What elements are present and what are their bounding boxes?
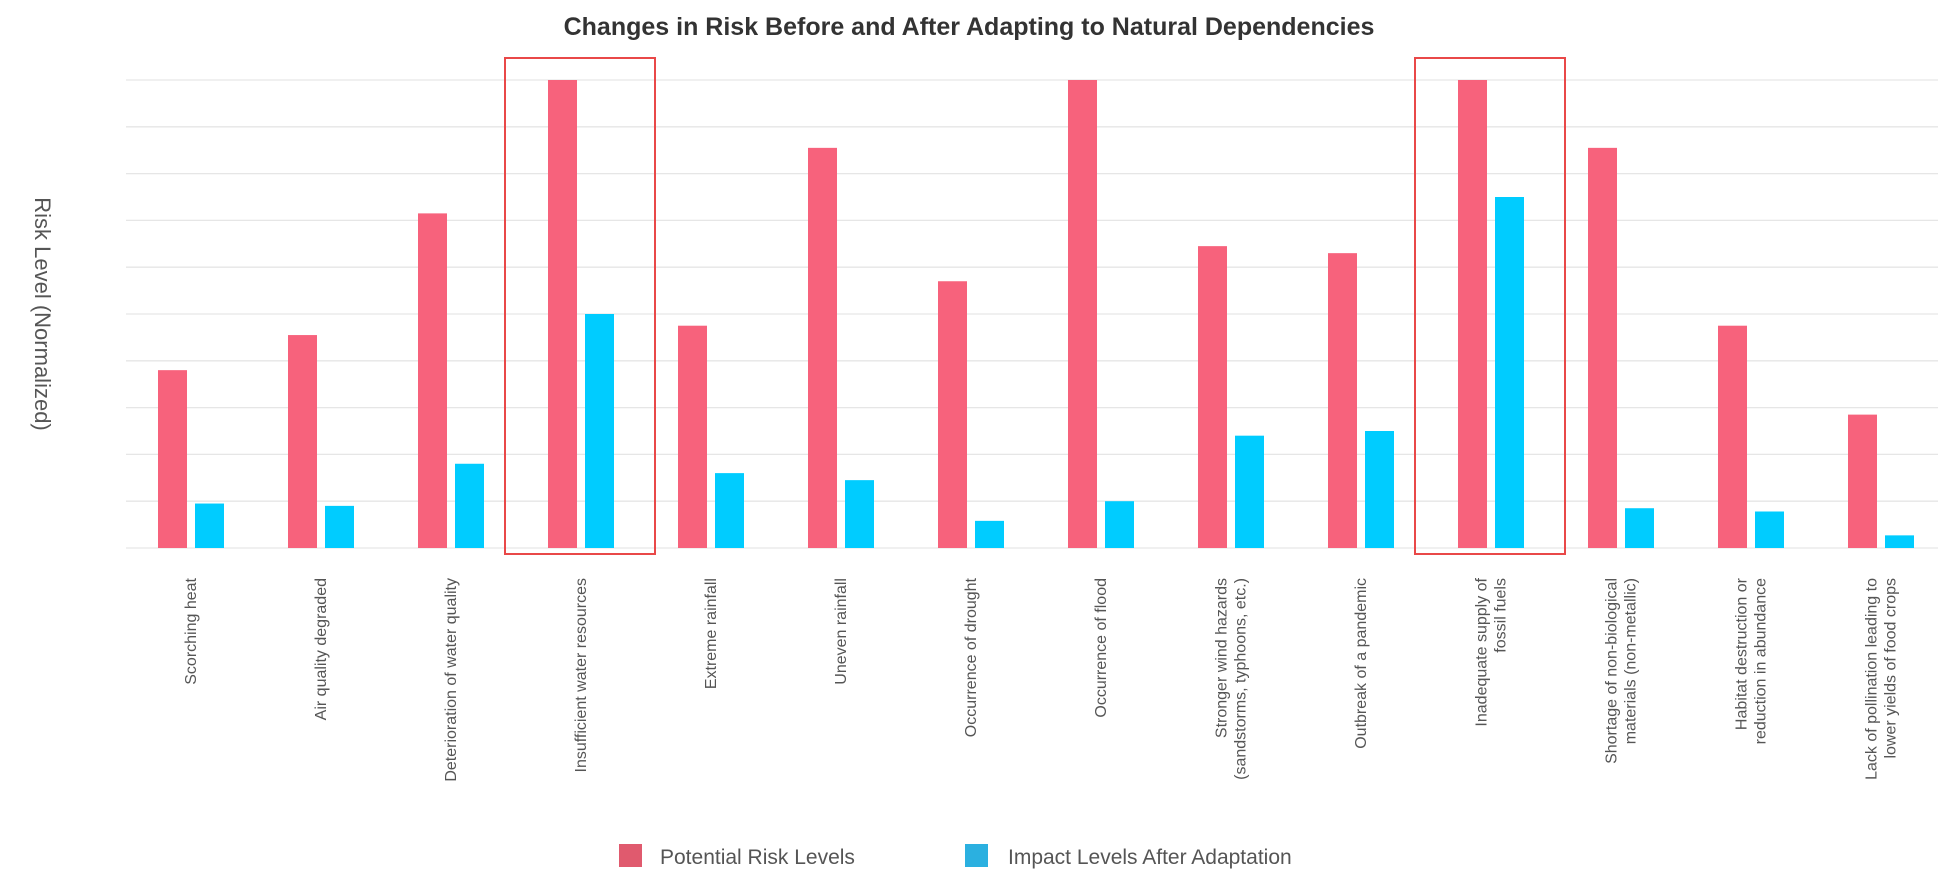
- x-tick-label: Outbreak of a pandemic: [1353, 578, 1370, 749]
- legend-label: Impact Levels After Adaptation: [1008, 846, 1292, 869]
- bar-potential-risk: [808, 147, 837, 549]
- bar-impact-after-adaptation: [715, 473, 744, 548]
- bar-impact-after-adaptation: [1495, 197, 1524, 548]
- legend-swatch: [619, 844, 642, 867]
- x-axis-tick-labels: Scorching heat Air quality degraded Deteri…: [183, 577, 1900, 781]
- bar-potential-risk: [1458, 80, 1487, 548]
- x-tick-label: (sandstorms, typhoons, etc.): [1233, 578, 1250, 780]
- x-tick-label: lower yields of food crops: [1883, 578, 1900, 759]
- bar-potential-risk: [288, 335, 317, 548]
- x-tick-label: fossil fuels: [1493, 578, 1510, 653]
- x-tick-label: materials (non-metallic): [1623, 578, 1640, 744]
- bar-potential-risk: [418, 213, 447, 548]
- highlight-boxes: [504, 57, 1566, 555]
- bar-impact-after-adaptation: [1365, 431, 1394, 548]
- bars: [158, 80, 1914, 549]
- x-tick-label: Lack of pollination leading to: [1864, 578, 1881, 780]
- bar-potential-risk: [1848, 414, 1877, 548]
- gridlines: [126, 79, 1938, 549]
- bar-impact-after-adaptation: [845, 480, 874, 548]
- x-tick-label: Inadequate supply of: [1474, 577, 1491, 726]
- x-tick-label: Shortage of non-biological: [1604, 578, 1621, 764]
- bar-impact-after-adaptation: [455, 463, 484, 548]
- bar-impact-after-adaptation: [585, 314, 614, 548]
- legend-label: Potential Risk Levels: [660, 846, 855, 869]
- legend-swatch: [965, 844, 988, 867]
- x-tick-label: Occurrence of drought: [963, 577, 980, 737]
- bar-potential-risk: [678, 325, 707, 548]
- bar-potential-risk: [1198, 246, 1227, 548]
- x-tick-label: Uneven rainfall: [833, 578, 850, 685]
- bar-potential-risk: [158, 370, 187, 548]
- bar-impact-after-adaptation: [1105, 501, 1134, 548]
- x-tick-label: Air quality degraded: [313, 578, 330, 720]
- x-tick-label: reduction in abundance: [1753, 578, 1770, 744]
- bar-impact-after-adaptation: [195, 503, 224, 548]
- bar-impact-after-adaptation: [1755, 511, 1784, 548]
- x-tick-label: Stronger wind hazards: [1214, 578, 1231, 738]
- x-tick-label: Habitat destruction or: [1734, 577, 1751, 730]
- highlight-box: [1414, 57, 1566, 555]
- x-tick-label: Scorching heat: [183, 577, 200, 684]
- bar-potential-risk: [1328, 253, 1357, 548]
- bar-potential-risk: [548, 80, 577, 548]
- bar-impact-after-adaptation: [1885, 535, 1914, 548]
- bar-potential-risk: [1718, 325, 1747, 548]
- bar-impact-after-adaptation: [975, 520, 1004, 548]
- bar-potential-risk: [1588, 147, 1617, 549]
- bar-impact-after-adaptation: [1235, 435, 1264, 548]
- bar-potential-risk: [1068, 80, 1097, 548]
- bar-impact-after-adaptation: [1625, 508, 1654, 548]
- highlight-box: [504, 57, 656, 555]
- y-axis-label: Risk Level (Normalized): [30, 197, 55, 431]
- bar-potential-risk: [938, 281, 967, 548]
- x-tick-label: Extreme rainfall: [703, 578, 720, 689]
- chart-title: Changes in Risk Before and After Adaptin…: [564, 13, 1375, 41]
- x-tick-label: Insufficient water resources: [573, 578, 590, 772]
- legend: Potential Risk Levels Impact Levels After…: [619, 844, 1292, 869]
- x-tick-label: Deterioration of water quality: [443, 578, 460, 782]
- x-tick-label: Occurrence of flood: [1093, 578, 1110, 718]
- bar-impact-after-adaptation: [325, 505, 354, 548]
